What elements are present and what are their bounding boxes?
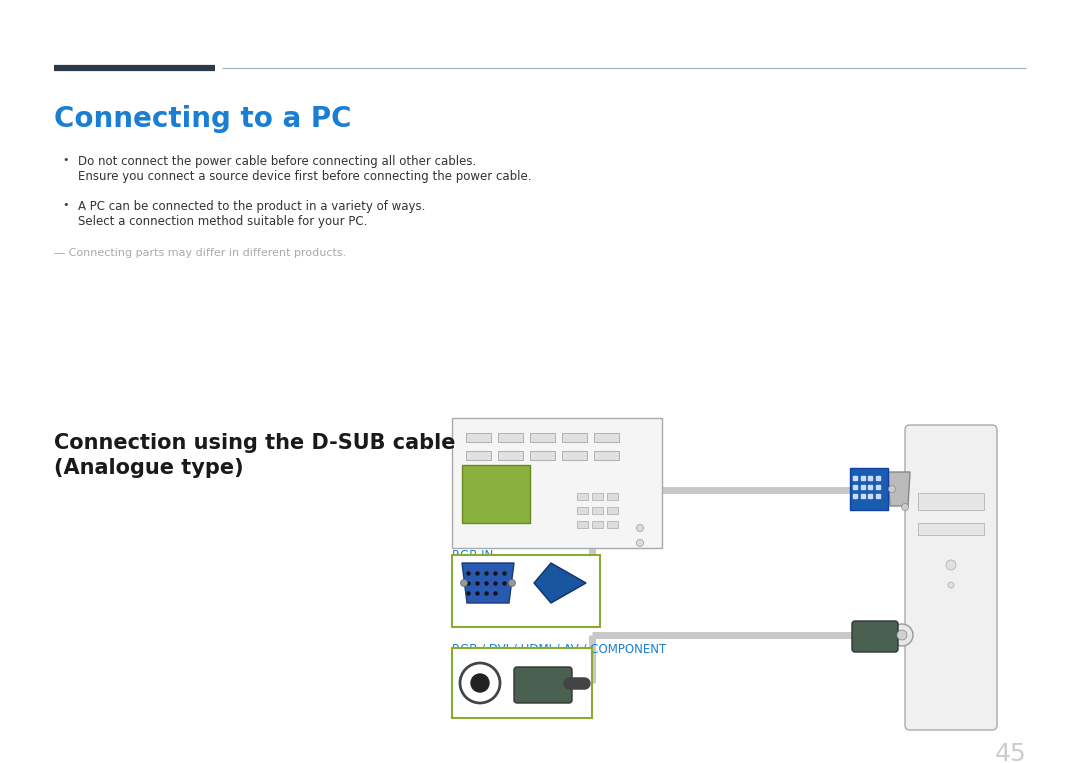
FancyBboxPatch shape (607, 507, 618, 514)
Polygon shape (888, 472, 910, 506)
Circle shape (636, 539, 644, 546)
FancyBboxPatch shape (577, 521, 588, 528)
FancyBboxPatch shape (594, 451, 619, 460)
FancyBboxPatch shape (453, 648, 592, 718)
Circle shape (902, 504, 908, 510)
FancyBboxPatch shape (905, 425, 997, 730)
FancyBboxPatch shape (562, 451, 588, 460)
Text: A PC can be connected to the product in a variety of ways.: A PC can be connected to the product in … (78, 200, 426, 213)
Circle shape (891, 624, 913, 646)
FancyBboxPatch shape (592, 507, 603, 514)
Circle shape (509, 580, 515, 587)
Circle shape (460, 663, 500, 703)
FancyBboxPatch shape (514, 667, 572, 703)
FancyBboxPatch shape (577, 493, 588, 500)
Polygon shape (462, 563, 514, 603)
Text: 45: 45 (995, 742, 1026, 763)
Circle shape (897, 630, 907, 640)
Circle shape (946, 560, 956, 570)
Circle shape (948, 582, 954, 588)
FancyBboxPatch shape (530, 451, 555, 460)
FancyBboxPatch shape (577, 507, 588, 514)
FancyBboxPatch shape (453, 555, 600, 627)
FancyBboxPatch shape (453, 418, 662, 548)
Text: RGB IN: RGB IN (453, 549, 494, 562)
FancyBboxPatch shape (530, 433, 555, 442)
FancyBboxPatch shape (594, 433, 619, 442)
FancyBboxPatch shape (607, 521, 618, 528)
FancyBboxPatch shape (462, 465, 530, 523)
FancyBboxPatch shape (918, 493, 984, 510)
Text: Ensure you connect a source device first before connecting the power cable.: Ensure you connect a source device first… (78, 170, 531, 183)
FancyBboxPatch shape (498, 451, 523, 460)
Text: •: • (62, 200, 68, 210)
Text: / AUDIO IN: / AUDIO IN (453, 658, 514, 671)
Text: RGB / DVI / HDMI / AV / COMPONENT: RGB / DVI / HDMI / AV / COMPONENT (453, 643, 666, 656)
FancyBboxPatch shape (498, 433, 523, 442)
FancyBboxPatch shape (918, 523, 984, 535)
FancyBboxPatch shape (607, 493, 618, 500)
Text: Connecting to a PC: Connecting to a PC (54, 105, 351, 133)
Text: ― Connecting parts may differ in different products.: ― Connecting parts may differ in differe… (54, 248, 347, 258)
Text: Select a connection method suitable for your PC.: Select a connection method suitable for … (78, 215, 367, 228)
Text: Connection using the D-SUB cable: Connection using the D-SUB cable (54, 433, 456, 453)
Circle shape (471, 674, 489, 692)
Circle shape (636, 524, 644, 532)
Text: Do not connect the power cable before connecting all other cables.: Do not connect the power cable before co… (78, 155, 476, 168)
FancyBboxPatch shape (465, 451, 491, 460)
FancyBboxPatch shape (592, 493, 603, 500)
Text: •: • (62, 155, 68, 165)
FancyBboxPatch shape (465, 433, 491, 442)
FancyBboxPatch shape (562, 433, 588, 442)
FancyBboxPatch shape (592, 521, 603, 528)
Circle shape (460, 580, 468, 587)
Polygon shape (850, 468, 888, 510)
Circle shape (889, 485, 895, 492)
FancyBboxPatch shape (852, 621, 897, 652)
Polygon shape (534, 563, 586, 603)
Text: (Analogue type): (Analogue type) (54, 458, 244, 478)
